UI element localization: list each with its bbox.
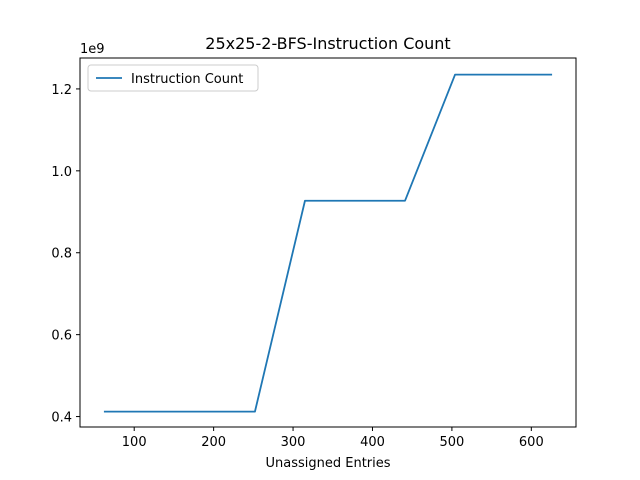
y-tick-label: 1.2 bbox=[51, 83, 72, 98]
plot-frame bbox=[79, 57, 577, 428]
y-axis-scale-label: 1e9 bbox=[80, 42, 105, 57]
y-tick-label: 0.8 bbox=[51, 247, 72, 262]
y-tick-label: 0.6 bbox=[51, 329, 72, 344]
x-axis-title: Unassigned Entries bbox=[265, 456, 390, 471]
legend: Instruction Count bbox=[87, 64, 259, 92]
chart-title: 25x25-2-BFS-Instruction Count bbox=[205, 34, 450, 53]
legend-box bbox=[87, 64, 259, 92]
x-tick-label: 300 bbox=[281, 435, 306, 450]
series-line-0 bbox=[103, 73, 553, 413]
plot-area: 100 200 300 400 500 600 0.4 0.6 0.8 1.0 1.2 bbox=[51, 57, 577, 450]
x-tick-label: 600 bbox=[519, 435, 544, 450]
x-tick-label: 100 bbox=[122, 435, 147, 450]
x-tick-label: 200 bbox=[201, 435, 226, 450]
x-tick-label: 500 bbox=[439, 435, 464, 450]
x-tick-label: 400 bbox=[360, 435, 385, 450]
y-tick-label: 1.0 bbox=[51, 165, 72, 180]
legend-label-0: Instruction Count bbox=[131, 72, 243, 87]
y-tick-label: 0.4 bbox=[51, 411, 72, 426]
